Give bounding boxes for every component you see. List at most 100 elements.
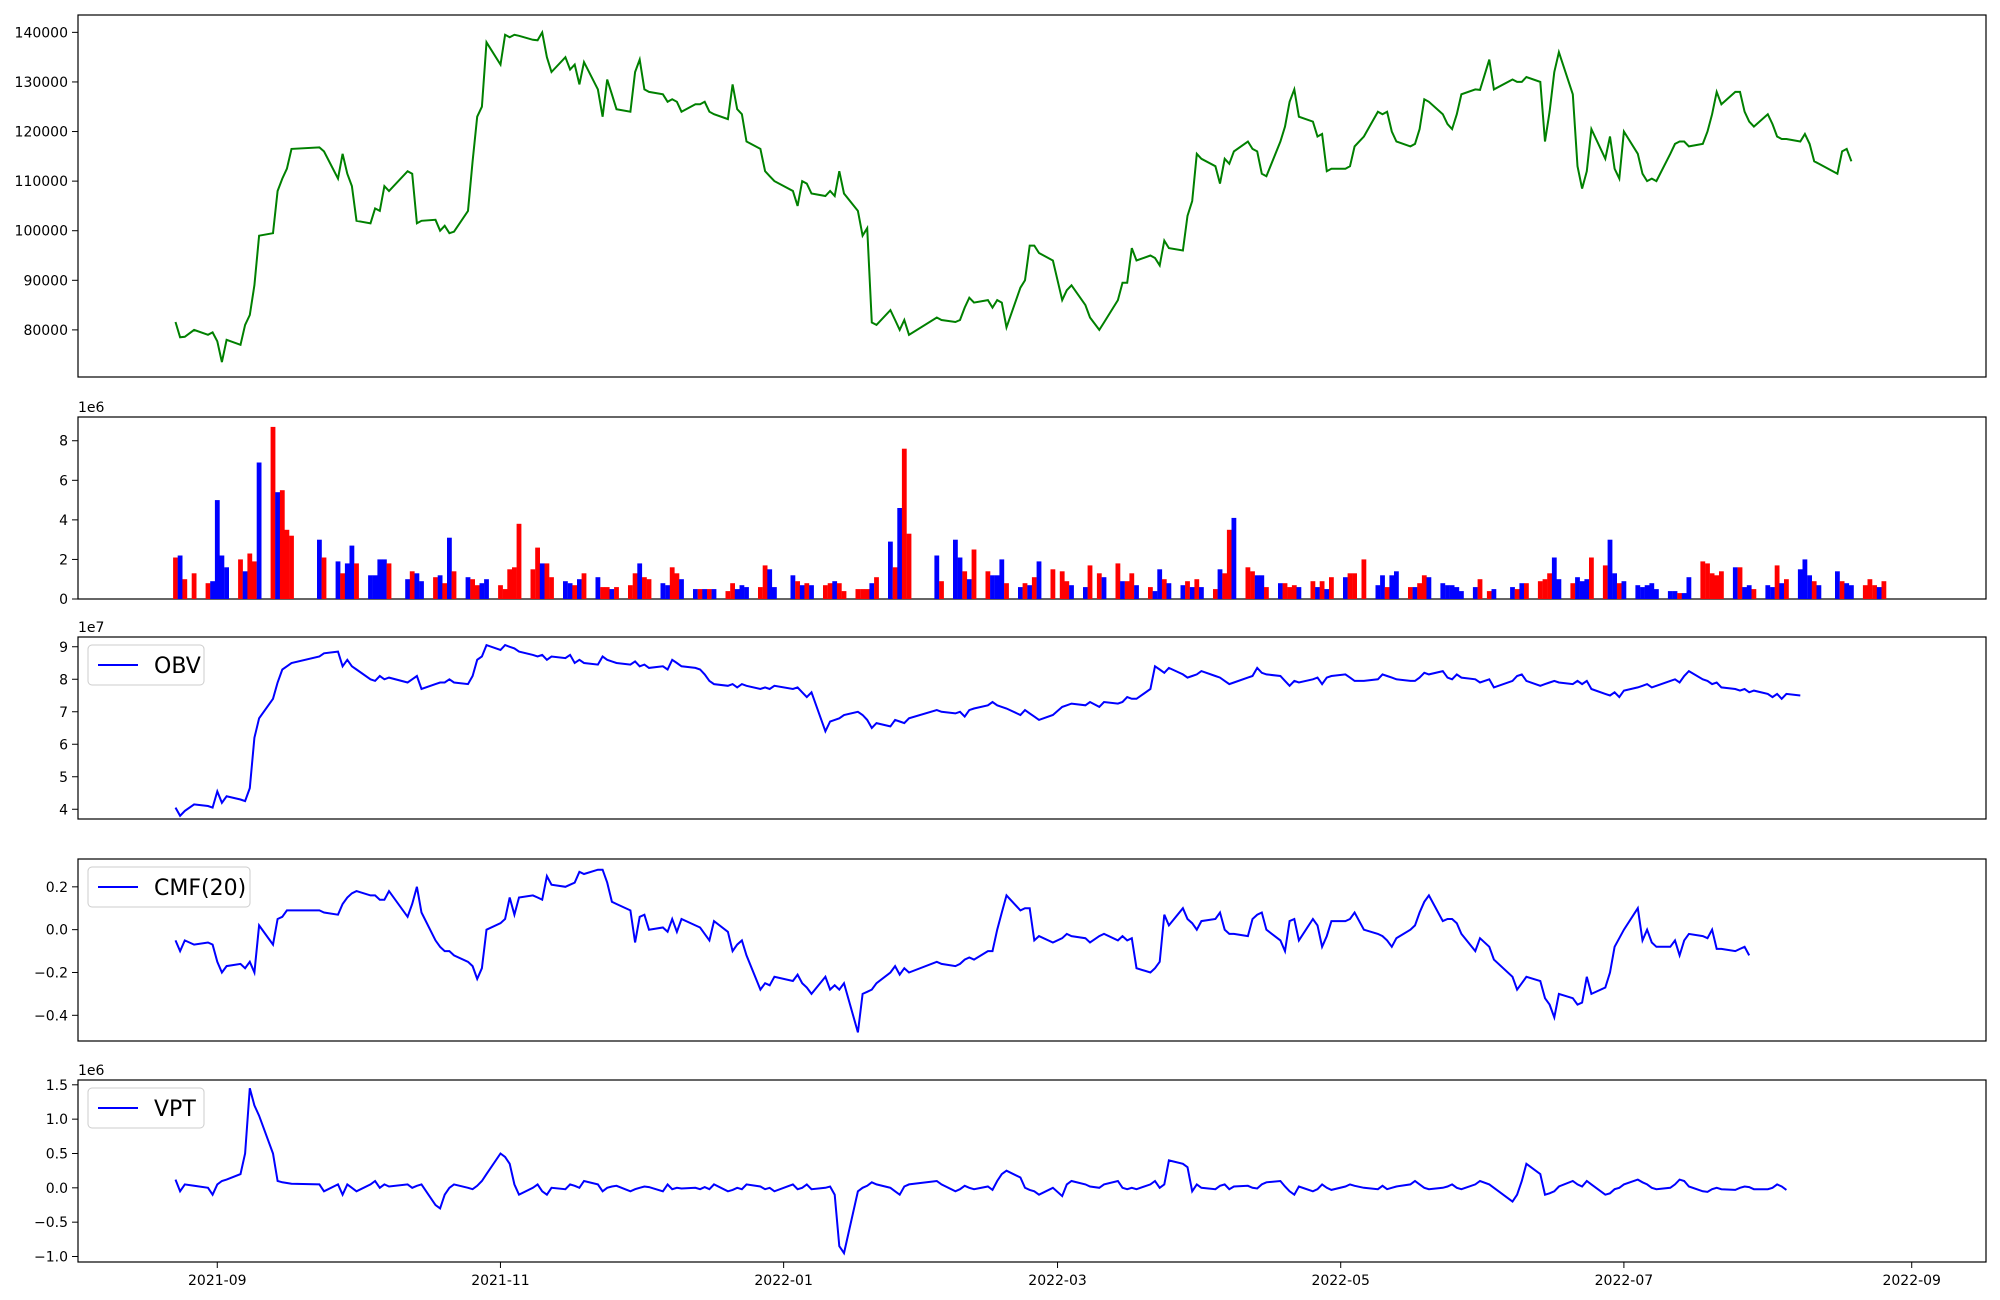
- volume-bar: [539, 563, 545, 599]
- volume-ytick-label: 2: [59, 552, 68, 568]
- vpt-ytick-label: 1.0: [46, 1112, 68, 1128]
- volume-bar: [507, 569, 513, 599]
- volume-bar: [1036, 561, 1042, 599]
- price-ytick-label: 100000: [15, 224, 68, 240]
- volume-bar: [1714, 575, 1720, 599]
- volume-bar: [1584, 579, 1590, 599]
- volume-bar: [479, 583, 485, 599]
- volume-bar: [349, 545, 355, 599]
- volume-bar: [1881, 581, 1887, 599]
- volume-bar: [1254, 575, 1260, 599]
- volume-bar: [1589, 557, 1594, 599]
- volume-bar: [1319, 581, 1325, 599]
- volume-bar: [957, 557, 963, 599]
- volume-bar: [1352, 573, 1357, 599]
- volume-bar: [1231, 517, 1237, 599]
- volume-bar: [1737, 567, 1743, 599]
- volume-bar: [368, 575, 373, 599]
- volume-bar: [1556, 579, 1562, 599]
- volume-bar: [739, 585, 745, 599]
- volume-bar: [1454, 587, 1460, 599]
- volume-bar: [1064, 581, 1070, 599]
- price-ytick-label: 140000: [15, 25, 68, 41]
- volume-bar: [1686, 577, 1692, 599]
- volume-bar: [377, 559, 383, 599]
- volume-bar: [284, 529, 290, 599]
- cmf-panel: −0.4 −0.2 0.0 0.2 CMF(20): [34, 858, 1987, 1042]
- volume-bar: [1124, 581, 1130, 599]
- volume-bar: [1844, 583, 1850, 599]
- obv-ytick-label: 9: [59, 640, 68, 656]
- volume-bar: [1551, 557, 1557, 599]
- volume-scale-label: 1e6: [78, 400, 105, 416]
- volume-bar: [1807, 575, 1812, 599]
- volume-bar: [1616, 583, 1622, 599]
- cmf-panel-frame: [77, 858, 1987, 1042]
- volume-bar: [433, 577, 438, 599]
- volume-bar: [790, 575, 796, 599]
- volume-bar: [660, 583, 666, 599]
- volume-bar: [604, 587, 610, 599]
- volume-bar: [1491, 589, 1497, 599]
- volume-ytick-label: 6: [59, 473, 68, 489]
- volume-bar: [270, 426, 276, 599]
- volume-bar: [1542, 579, 1548, 599]
- volume-bar: [1101, 577, 1107, 599]
- vpt-line: [174, 1087, 1787, 1256]
- volume-bar: [1524, 583, 1529, 599]
- volume-bar: [767, 569, 773, 599]
- volume-bar: [1445, 585, 1450, 599]
- volume-bar: [1547, 573, 1552, 599]
- volume-bar: [642, 577, 647, 599]
- volume-bar: [669, 567, 675, 599]
- volume-bar: [897, 508, 903, 599]
- volume-bar: [173, 557, 178, 599]
- volume-bar: [1459, 591, 1464, 599]
- price-y-axis: 80000 90000 100000 110000 120000 130000 140000: [15, 25, 78, 339]
- x-tick-label: 2021-09: [188, 1273, 247, 1289]
- volume-bar: [321, 557, 327, 599]
- volume-bar: [535, 547, 540, 599]
- volume-bar: [1152, 591, 1158, 599]
- volume-bar: [219, 555, 225, 599]
- volume-bar: [344, 563, 350, 599]
- volume-bar: [1278, 583, 1283, 599]
- volume-bar: [1797, 569, 1803, 599]
- cmf-legend: CMF(20): [87, 866, 251, 908]
- volume-bar: [242, 571, 248, 599]
- volume-bar: [646, 579, 652, 599]
- volume-bar: [1287, 587, 1292, 599]
- vpt-ytick-label: 0.5: [46, 1146, 68, 1162]
- volume-bar: [177, 555, 183, 599]
- vpt-panel: 1e6 −1.0 −0.5 0.0 0.5 1.0 1.5 VPT: [34, 1063, 1987, 1266]
- volume-bar: [1872, 585, 1877, 599]
- x-tick-label: 2022-07: [1595, 1273, 1654, 1289]
- volume-bar: [1004, 583, 1009, 599]
- volume-bar: [1607, 539, 1613, 599]
- volume-bar: [1180, 585, 1186, 599]
- volume-bar: [1217, 569, 1223, 599]
- volume-bar: [1031, 577, 1037, 599]
- volume-bar: [772, 587, 777, 599]
- volume-bar: [702, 589, 708, 599]
- volume-bar: [530, 569, 536, 599]
- volume-bar: [1291, 585, 1297, 599]
- volume-bars: [173, 426, 1887, 599]
- volume-bar: [1222, 573, 1228, 599]
- volume-bar: [1022, 583, 1028, 599]
- volume-bar: [1449, 585, 1455, 599]
- volume-bar: [465, 577, 471, 599]
- volume-bar: [1839, 581, 1845, 599]
- volume-bar: [1347, 573, 1353, 599]
- volume-bar: [1161, 579, 1167, 599]
- volume-bar: [1375, 585, 1381, 599]
- volume-bar: [544, 563, 550, 599]
- volume-bar: [498, 585, 503, 599]
- obv-panel-frame: [77, 636, 1987, 820]
- volume-bar: [827, 583, 833, 599]
- volume-bar: [994, 575, 1000, 599]
- volume-bar: [795, 581, 800, 599]
- volume-bar: [470, 579, 475, 599]
- volume-bar: [1185, 581, 1190, 599]
- volume-bar: [247, 553, 253, 599]
